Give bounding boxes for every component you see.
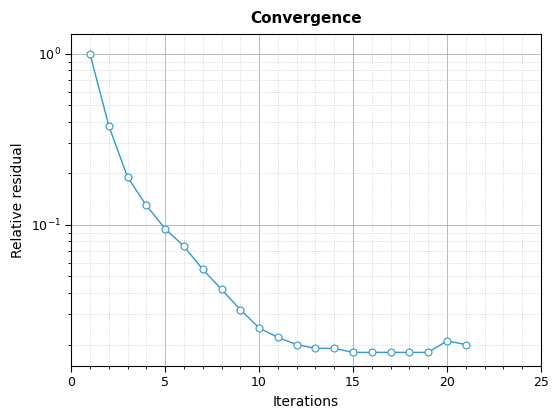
Title: Convergence: Convergence (250, 11, 362, 26)
Y-axis label: Relative residual: Relative residual (11, 142, 25, 258)
X-axis label: Iterations: Iterations (273, 395, 339, 409)
